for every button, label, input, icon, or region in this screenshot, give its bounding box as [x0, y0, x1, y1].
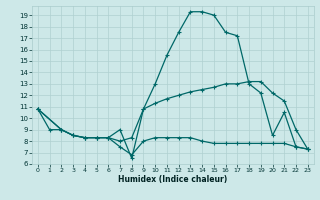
X-axis label: Humidex (Indice chaleur): Humidex (Indice chaleur) — [118, 175, 228, 184]
